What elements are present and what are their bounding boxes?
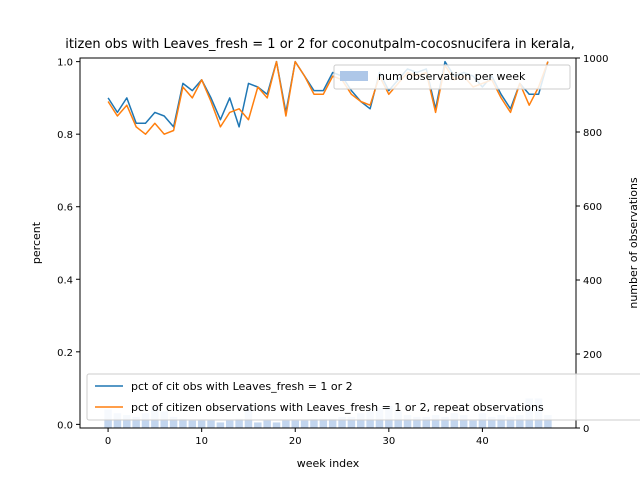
bar-week-4 [141, 413, 150, 428]
bar-week-12 [216, 422, 225, 428]
bar-week-36 [441, 416, 449, 428]
x-axis: 0 10 20 30 40 [105, 428, 489, 447]
bar-week-33 [413, 416, 421, 428]
y-right-tick-label: 800 [583, 128, 602, 139]
x-tick-label: 30 [382, 436, 395, 447]
bar-week-17 [263, 420, 271, 428]
legend-line-label-2: pct of citizen observations with Leaves_… [131, 401, 544, 414]
bar-week-9 [188, 420, 197, 428]
bar-week-21 [300, 420, 309, 428]
bar-week-13 [225, 420, 234, 428]
bar-week-7 [169, 416, 178, 428]
bar-week-34 [422, 416, 431, 428]
y-right-tick-label: 400 [583, 276, 602, 287]
y-axis-left-label: percent [30, 221, 43, 264]
bar-week-18 [272, 422, 281, 428]
y-right-tick-label: 600 [583, 202, 602, 213]
y-right-tick-label: 0 [583, 424, 589, 435]
legend-bar-label: num observation per week [378, 70, 526, 83]
y-left-tick-label: 0.4 [57, 275, 73, 286]
y-right-tick-label: 1000 [583, 54, 608, 65]
bar-week-47 [544, 415, 552, 428]
bar-week-19 [282, 420, 290, 428]
y-left-tick-label: 1.0 [57, 58, 73, 69]
bar-week-32 [403, 415, 412, 428]
bar-week-40 [478, 413, 487, 428]
bar-week-38 [459, 415, 468, 428]
bar-week-1 [113, 413, 122, 428]
legend-upper: num observation per week [333, 64, 571, 90]
legend-line-label-1: pct of cit obs with Leaves_fresh = 1 or … [131, 380, 353, 393]
y-left-tick-label: 0.8 [57, 130, 73, 141]
y-axis-right: 0 200 400 600 800 1000 [576, 54, 608, 435]
bar-week-41 [488, 416, 496, 428]
bar-week-11 [207, 420, 215, 428]
bar-week-25 [338, 416, 346, 428]
bar-week-3 [132, 416, 140, 428]
x-tick-label: 0 [105, 436, 111, 447]
bar-week-42 [497, 415, 505, 428]
bar-week-23 [319, 418, 328, 428]
bar-week-43 [506, 416, 515, 428]
bar-week-39 [469, 420, 477, 428]
x-tick-label: 40 [476, 436, 489, 447]
y-left-tick-label: 0.0 [57, 420, 73, 431]
y-left-tick-label: 0.2 [57, 348, 73, 359]
legend-upper-box [333, 64, 571, 90]
chart-title: itizen obs with Leaves_fresh = 1 or 2 fo… [65, 37, 575, 52]
bar-week-27 [357, 413, 365, 428]
bar-week-35 [431, 415, 440, 428]
bar-week-16 [254, 422, 262, 428]
legend-lower-box [86, 373, 640, 421]
x-tick-label: 10 [195, 436, 208, 447]
bar-week-44 [516, 415, 524, 428]
bar-week-24 [328, 418, 337, 428]
y-axis-right-label: number of observations [627, 177, 640, 309]
x-axis-label: week index [297, 457, 360, 470]
legend-bar-swatch [340, 71, 368, 81]
y-axis-left: 0.0 0.2 0.4 0.6 0.8 1.0 [57, 58, 80, 431]
bar-week-10 [197, 420, 206, 428]
bar-week-37 [450, 413, 459, 428]
bar-week-8 [179, 418, 187, 428]
y-left-tick-label: 0.6 [57, 203, 73, 214]
bar-week-22 [310, 418, 318, 428]
bar-week-26 [347, 416, 356, 428]
x-tick-label: 20 [289, 436, 302, 447]
legend-lower: pct of cit obs with Leaves_fresh = 1 or … [86, 373, 640, 421]
plot-frame [79, 57, 577, 429]
y-right-tick-label: 200 [583, 350, 602, 361]
bar-week-2 [123, 415, 131, 428]
bar-week-14 [235, 418, 243, 428]
bar-week-20 [291, 420, 299, 428]
